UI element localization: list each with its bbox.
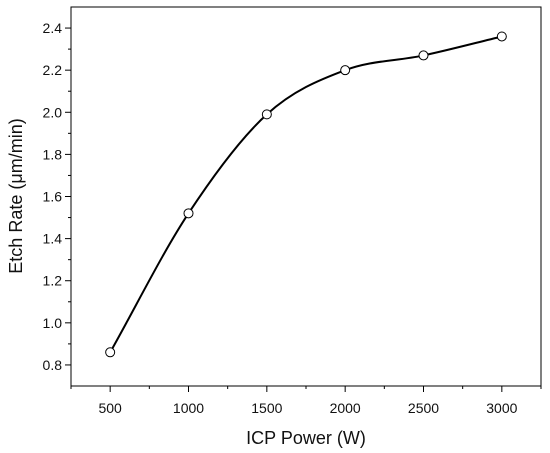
y-tick-label: 1.4 bbox=[43, 231, 63, 247]
data-point bbox=[261, 109, 272, 120]
data-point bbox=[496, 31, 507, 42]
x-tick-label: 1500 bbox=[251, 400, 282, 416]
x-axis-ticks: 500 1000 1500 2000 2500 3000 bbox=[70, 386, 542, 416]
x-tick-label: 500 bbox=[98, 400, 122, 416]
x-tick-label: 2000 bbox=[330, 400, 361, 416]
plot-area bbox=[70, 6, 542, 387]
data-point bbox=[105, 347, 116, 358]
x-tick-label: 3000 bbox=[486, 400, 517, 416]
data-points bbox=[105, 31, 507, 358]
x-tick-label: 2500 bbox=[408, 400, 439, 416]
y-tick-label: 0.8 bbox=[43, 357, 63, 373]
y-tick-label: 1.0 bbox=[43, 315, 63, 331]
x-axis-title: ICP Power (W) bbox=[246, 428, 366, 448]
y-tick-label: 2.0 bbox=[43, 104, 63, 120]
data-point bbox=[183, 208, 194, 219]
y-tick-label: 2.4 bbox=[43, 20, 63, 36]
x-tick-label: 1000 bbox=[173, 400, 204, 416]
y-tick-label: 1.2 bbox=[43, 273, 63, 289]
y-tick-label: 1.8 bbox=[43, 146, 63, 162]
y-tick-label: 2.2 bbox=[43, 62, 63, 78]
y-tick-label: 1.6 bbox=[43, 189, 63, 205]
y-axis-title: Etch Rate (μm/min) bbox=[6, 118, 26, 273]
y-axis-ticks: 0.8 1.0 1.2 1.4 1.6 1.8 2.0 2.2 2.4 bbox=[43, 20, 71, 373]
data-point bbox=[340, 65, 351, 76]
data-point bbox=[418, 50, 429, 61]
